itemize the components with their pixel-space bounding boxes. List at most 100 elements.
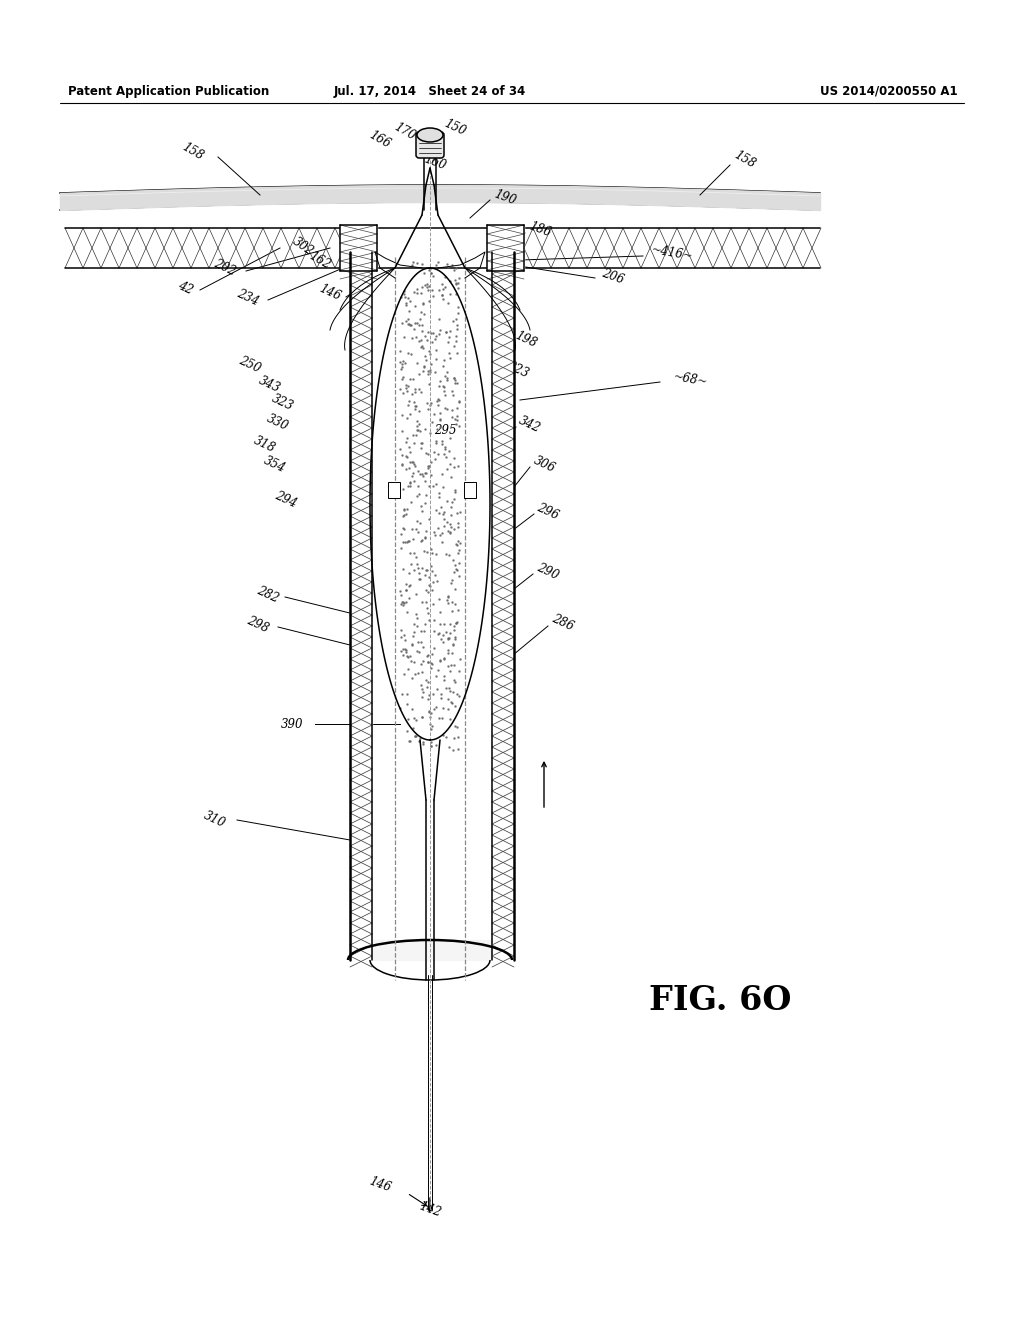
Point xyxy=(440,331,457,352)
Point xyxy=(445,634,462,655)
Point xyxy=(408,425,424,446)
Point xyxy=(404,451,421,473)
Point xyxy=(439,520,456,541)
Point xyxy=(411,413,427,434)
Point xyxy=(446,628,463,649)
Point xyxy=(414,277,430,298)
Point xyxy=(414,463,430,484)
Point xyxy=(420,444,436,465)
Point xyxy=(447,413,464,434)
Point xyxy=(404,327,421,348)
Point xyxy=(423,539,439,560)
Point xyxy=(425,572,441,593)
Point xyxy=(410,521,426,543)
Point xyxy=(436,515,453,536)
Point xyxy=(450,611,466,632)
Point xyxy=(450,531,466,552)
Point xyxy=(434,463,451,484)
Polygon shape xyxy=(350,252,372,960)
Point xyxy=(401,645,418,667)
Text: 290: 290 xyxy=(536,561,561,582)
Point xyxy=(439,253,456,275)
Point xyxy=(451,277,467,298)
Point xyxy=(414,706,430,727)
Point xyxy=(397,591,414,612)
FancyBboxPatch shape xyxy=(464,482,476,498)
Point xyxy=(423,718,439,739)
Point xyxy=(414,661,430,682)
Point xyxy=(396,531,413,552)
Point xyxy=(392,351,409,372)
Point xyxy=(433,531,450,552)
Point xyxy=(422,708,438,729)
Point xyxy=(393,585,410,606)
Point xyxy=(417,527,433,548)
Point xyxy=(434,624,451,645)
Point xyxy=(394,638,411,659)
Point xyxy=(400,477,417,498)
Point xyxy=(451,391,467,412)
Point xyxy=(406,560,422,581)
Point xyxy=(442,516,459,537)
Point xyxy=(419,322,435,343)
Point xyxy=(395,594,412,615)
Text: 295: 295 xyxy=(434,424,457,437)
Point xyxy=(409,583,425,605)
Point xyxy=(445,519,462,540)
Point xyxy=(417,470,433,491)
Point xyxy=(421,610,437,631)
Point xyxy=(419,560,435,581)
Point xyxy=(419,677,435,698)
Point xyxy=(423,657,439,678)
Point xyxy=(423,735,439,756)
Point xyxy=(424,543,440,564)
Point xyxy=(431,375,447,396)
Point xyxy=(412,569,428,590)
Point xyxy=(426,521,442,543)
Point xyxy=(409,352,425,374)
Point xyxy=(398,292,415,313)
Point xyxy=(439,590,456,611)
Point xyxy=(446,479,463,500)
Point xyxy=(416,356,432,378)
Point xyxy=(427,329,443,350)
Point xyxy=(413,381,429,403)
FancyBboxPatch shape xyxy=(416,132,444,158)
Point xyxy=(415,360,431,381)
Point xyxy=(409,553,425,574)
Point xyxy=(399,645,416,667)
Point xyxy=(437,321,454,342)
Point xyxy=(447,269,464,290)
Point xyxy=(425,593,441,614)
Point xyxy=(426,620,442,642)
Point xyxy=(420,364,436,385)
Point xyxy=(406,368,422,389)
Point xyxy=(436,502,453,523)
Point xyxy=(434,523,451,544)
Point xyxy=(399,498,416,519)
Point xyxy=(438,446,455,467)
Point xyxy=(410,663,426,684)
Point xyxy=(420,671,436,692)
Point xyxy=(402,451,419,473)
Point xyxy=(449,319,465,341)
Point xyxy=(413,531,429,552)
Point xyxy=(419,645,435,667)
Point xyxy=(435,477,452,498)
Point xyxy=(423,652,439,673)
Point xyxy=(441,343,458,364)
Point xyxy=(447,330,464,351)
Point xyxy=(450,455,466,477)
Point xyxy=(407,471,423,492)
Point xyxy=(412,421,428,442)
Point xyxy=(445,385,462,407)
Point xyxy=(446,696,463,717)
Point xyxy=(401,442,418,463)
Point xyxy=(397,642,414,663)
Text: 354: 354 xyxy=(262,454,288,475)
Point xyxy=(397,503,414,524)
Point xyxy=(411,379,427,400)
Point xyxy=(451,389,467,411)
Point xyxy=(421,566,437,587)
Point xyxy=(426,442,442,463)
